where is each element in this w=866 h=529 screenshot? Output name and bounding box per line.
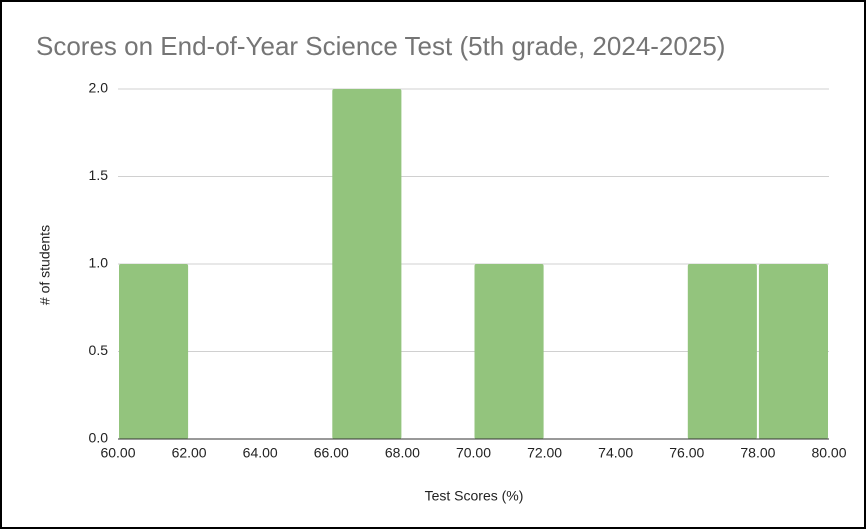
y-axis-label: # of students xyxy=(37,225,53,305)
x-tick-label: 72.00 xyxy=(527,445,562,461)
x-tick-label: 74.00 xyxy=(598,445,633,461)
chart-title: Scores on End-of-Year Science Test (5th … xyxy=(36,31,725,61)
y-tick-label: 2.0 xyxy=(89,80,109,96)
x-tick-label: 64.00 xyxy=(243,445,278,461)
y-tick-label: 1.5 xyxy=(89,167,109,183)
bar xyxy=(687,264,757,439)
x-tick-label: 60.00 xyxy=(100,445,135,461)
x-tick-label: 80.00 xyxy=(811,445,846,461)
x-tick-label: 76.00 xyxy=(669,445,704,461)
y-tick-label: 0.5 xyxy=(89,342,109,358)
bar xyxy=(119,264,189,439)
bar xyxy=(474,264,544,439)
y-tick-label: 0.0 xyxy=(89,430,109,446)
x-axis-label: Test Scores (%) xyxy=(425,488,524,504)
bar xyxy=(332,89,402,439)
x-tick-label: 62.00 xyxy=(172,445,207,461)
bar xyxy=(758,264,828,439)
x-tick-label: 78.00 xyxy=(740,445,775,461)
y-tick-label: 1.0 xyxy=(89,255,109,271)
x-tick-label: 68.00 xyxy=(385,445,420,461)
x-tick-label: 70.00 xyxy=(456,445,491,461)
x-tick-label: 66.00 xyxy=(314,445,349,461)
